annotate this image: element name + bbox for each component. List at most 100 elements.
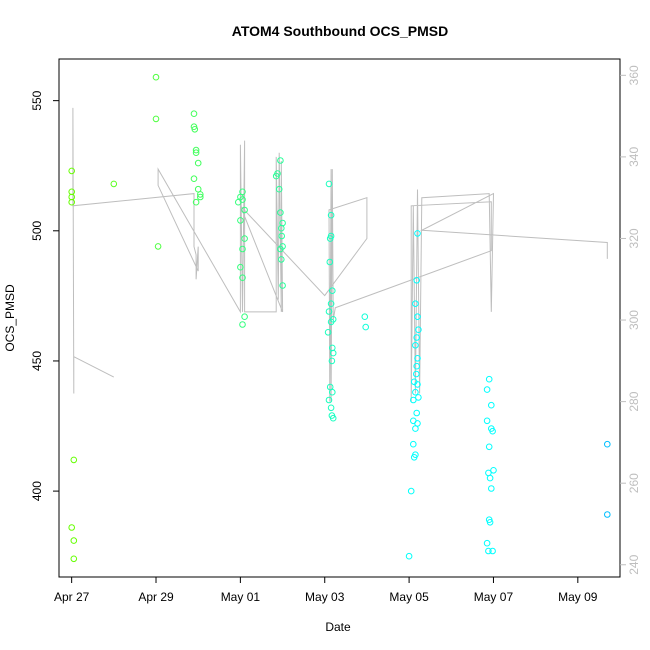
x-tick-label: May 09: [558, 590, 598, 604]
y-tick-label: 400: [30, 481, 44, 501]
data-point: [329, 414, 337, 422]
data-point: [152, 73, 160, 81]
data-point: [362, 323, 370, 331]
data-point: [413, 370, 420, 378]
data-point: [241, 206, 248, 214]
data-point: [413, 409, 421, 417]
data-point: [325, 308, 333, 315]
data-point: [326, 258, 334, 266]
data-point: [483, 417, 491, 425]
data-point: [488, 401, 495, 409]
data-point: [329, 388, 336, 396]
data-point: [328, 357, 336, 365]
data-point: [604, 511, 611, 518]
data-point: [241, 313, 248, 321]
data-point: [70, 456, 78, 464]
plot-frame: [58, 58, 621, 578]
data-point: [325, 180, 333, 188]
data-point: [278, 224, 285, 232]
x-tick-label: Apr 27: [54, 590, 90, 604]
line-layer: [72, 107, 608, 402]
data-point: [361, 313, 369, 321]
y-tick-label: 450: [30, 351, 44, 371]
data-point: [326, 235, 334, 242]
data-point: [239, 188, 246, 196]
data-point: [197, 193, 204, 201]
data-point: [485, 547, 492, 555]
data-point: [413, 334, 421, 341]
data-point: [415, 326, 422, 334]
data-point: [190, 110, 198, 117]
data-point: [68, 167, 75, 175]
data-point: [110, 180, 118, 188]
data-point: [70, 555, 78, 563]
data-point: [152, 115, 160, 123]
data-point: [277, 245, 284, 253]
data-point: [275, 185, 283, 193]
data-point: [410, 440, 417, 448]
x-tick-label: May 03: [305, 590, 345, 604]
data-point: [488, 485, 495, 492]
axes-layer: Apr 27 Apr 29 May 01 May 03 May 05 May 07 May …: [30, 58, 641, 604]
data-point: [489, 547, 496, 555]
data-point: [413, 277, 421, 284]
data-point: [279, 219, 286, 227]
data-point: [415, 394, 422, 401]
y2-tick-label: 340: [627, 147, 641, 167]
data-point: [192, 198, 200, 206]
data-point: [239, 196, 246, 203]
data-point: [278, 232, 286, 240]
x-tick-label: May 07: [474, 590, 514, 604]
data-point: [604, 440, 611, 448]
data-point: [278, 256, 285, 263]
data-point: [325, 396, 333, 404]
data-point: [327, 300, 335, 308]
y2-tick-label: 240: [627, 554, 641, 574]
data-point: [414, 230, 421, 237]
data-point: [241, 235, 248, 242]
data-point: [483, 386, 491, 393]
series-line: [72, 107, 608, 402]
x-tick-label: May 01: [221, 590, 261, 604]
data-point: [192, 149, 200, 156]
y2-tick-label: 260: [627, 473, 641, 493]
data-point: [405, 552, 413, 560]
data-point: [70, 537, 78, 544]
data-point: [197, 191, 204, 198]
data-point: [486, 474, 494, 482]
data-point: [274, 170, 281, 177]
data-point: [192, 146, 200, 154]
y2-tick-label: 360: [627, 65, 641, 85]
data-point: [237, 217, 244, 224]
data-point: [279, 282, 286, 289]
y2-tick-label: 300: [627, 310, 641, 330]
data-point: [412, 300, 419, 308]
data-point: [329, 349, 337, 357]
data-point: [68, 193, 75, 201]
data-point: [68, 524, 75, 531]
data-point: [190, 175, 198, 182]
data-point: [329, 287, 336, 295]
x-tick-label: May 05: [389, 590, 429, 604]
data-point: [324, 329, 332, 336]
y-tick-label: 550: [30, 90, 44, 110]
data-point: [327, 318, 335, 326]
data-point: [191, 126, 199, 133]
data-point: [485, 375, 493, 383]
data-point: [237, 263, 244, 271]
data-point: [490, 467, 497, 474]
data-point: [483, 539, 491, 547]
x-tick-label: Apr 29: [138, 590, 174, 604]
data-point: [413, 362, 421, 370]
data-point: [412, 342, 419, 349]
data-point: [327, 211, 335, 219]
data-point: [410, 454, 418, 461]
data-point: [239, 245, 246, 253]
data-point: [239, 321, 246, 328]
data-point: [486, 519, 494, 526]
data-point: [239, 274, 246, 282]
data-point: [414, 420, 421, 427]
data-point: [154, 243, 162, 250]
data-point: [414, 355, 421, 362]
points-layer: [68, 73, 611, 563]
